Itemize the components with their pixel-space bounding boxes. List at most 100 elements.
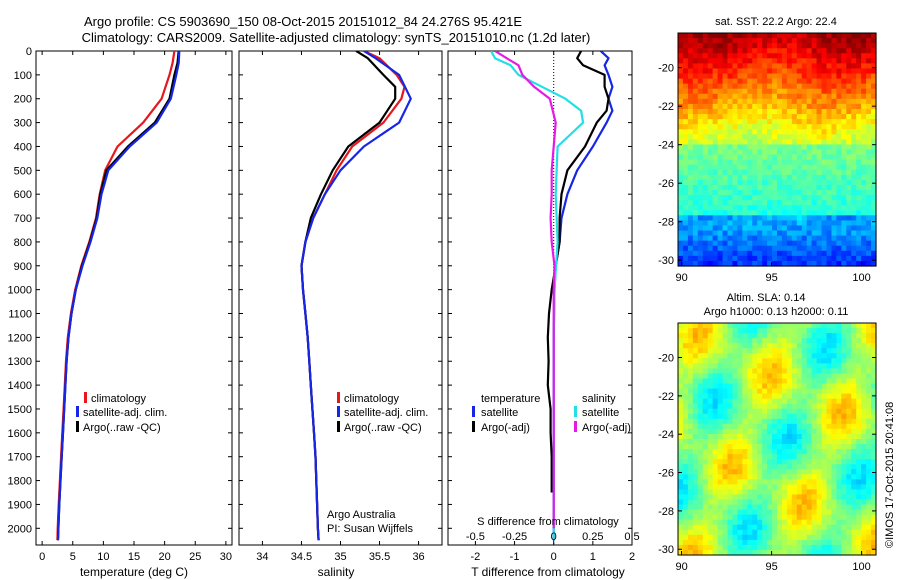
map-cell [831,408,837,415]
map-cell [692,368,699,375]
map-cell [678,459,684,465]
map-cell [722,529,729,536]
map-cell [871,459,877,465]
map-cell [678,78,684,85]
map-cell [757,398,763,405]
map-cell [821,348,828,354]
map-cell [697,504,704,511]
map-cell [702,220,709,227]
map-cell [752,433,758,440]
map-cell [732,444,738,450]
map-cell [687,408,694,415]
map-cell [732,524,738,531]
map-cell [702,418,709,425]
map-cell [831,323,837,329]
map-cell [747,398,753,405]
map-cell [816,220,823,227]
map-cell [836,58,842,64]
map-cell [697,190,704,196]
map-cell [826,139,833,146]
map-cell [702,114,709,120]
map-cell [801,98,808,105]
map-cell [717,504,724,511]
map-cell [772,368,778,375]
map-cell [742,328,748,334]
map-cell [742,449,748,455]
map-cell [752,403,758,410]
map-cell [732,73,738,80]
map-cell [836,83,842,90]
map-cell [752,514,758,521]
map-cell [682,184,689,191]
map-cell [722,454,729,460]
map-cell [861,474,867,480]
map-cell [732,53,738,59]
map-cell [781,544,788,551]
map-cell [712,338,719,344]
map-cell [752,134,758,140]
map-cell [732,338,738,344]
map-cell [777,255,783,262]
map-cell [727,338,734,344]
map-cell [712,114,719,120]
map-cell [717,63,724,70]
map-cell [811,393,818,400]
map-cell [851,388,857,395]
sst-map-title: sat. SST: 22.2 Argo: 22.4 [715,16,837,28]
map-cell [692,509,699,516]
map-cell [678,449,684,455]
map-cell [841,98,847,105]
map-cell [821,388,828,395]
map-cell [777,144,783,151]
difference-axis-ticks: -2 -1 0 1 2 [471,51,635,563]
map-cell [856,353,862,359]
map-cell [692,200,699,206]
map-cell [772,119,778,125]
map-cell [861,98,867,105]
map-cell [801,514,808,521]
map-cell [702,255,709,262]
map-cell [856,108,862,115]
map-cell [826,439,833,445]
map-cell [821,474,828,480]
map-cell [831,479,837,485]
map-cell [777,449,783,455]
map-cell [781,190,788,196]
temperature-axis-ticks: 0 5 10 15 20 25 30 [39,51,232,563]
map-cell [816,494,823,501]
map-cell [786,534,793,541]
map-cell [831,549,837,556]
map-cell [851,494,857,501]
map-cell [791,469,798,475]
map-cell [866,549,872,556]
map-cell [846,260,852,267]
map-cell [846,423,852,430]
map-cell [702,363,709,369]
map-cell [866,205,872,211]
map-cell [702,393,709,400]
map-cell [682,225,689,232]
map-cell [687,33,694,39]
map-cell [866,393,872,400]
map-cell [762,549,768,556]
map-cell [678,418,684,425]
map-cell [682,479,689,485]
map-cell [727,58,734,64]
map-cell [821,88,828,95]
map-cell [846,398,852,405]
map-cell [786,343,793,349]
map-cell [712,323,719,329]
map-cell [762,43,768,49]
map-cell [737,230,743,237]
map-cell [791,73,798,80]
map-cell [786,83,793,90]
map-cell [722,423,729,430]
map-cell [826,235,833,242]
map-cell [816,190,823,196]
map-cell [732,428,738,435]
map-cell [861,529,867,536]
map-cell [732,255,738,262]
map-cell [712,48,719,54]
map-cell [722,474,729,480]
map-cell [777,524,783,531]
